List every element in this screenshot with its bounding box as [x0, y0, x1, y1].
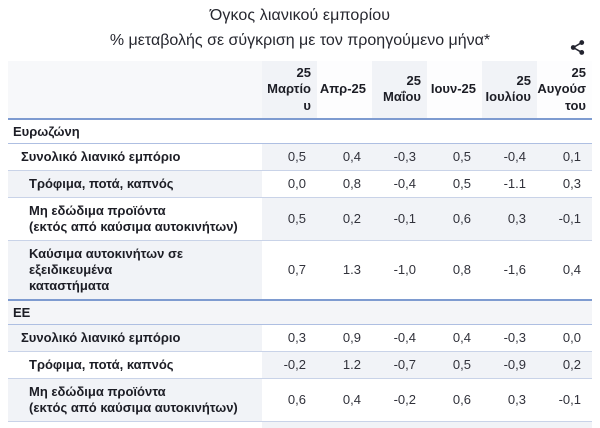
cell-value: 0,5	[262, 143, 317, 171]
retail-trade-table: 25 Μαρτίου Απρ-25 25 Μαΐου Ιουν-25 25 Ιο…	[8, 61, 592, 428]
cell-value: -1.1	[482, 170, 537, 198]
cell-value: 1.2	[317, 351, 372, 379]
cell-value: 0,4	[317, 143, 372, 171]
cell-value: -0,9	[372, 421, 427, 428]
share-button[interactable]	[567, 37, 587, 57]
row-label: Μη εδώδιμα προϊόντα (εκτός από καύσιμα α…	[8, 197, 262, 241]
table-header-row: 25 Μαρτίου Απρ-25 25 Μαΐου Ιουν-25 25 Ιο…	[8, 61, 592, 120]
cell-value: -1,6	[482, 240, 537, 300]
cell-value: 0,7	[262, 240, 317, 300]
cell-value: -0,4	[372, 170, 427, 198]
row-label: Καύσιμα αυτοκινήτων σε εξειδικευμένα κατ…	[8, 240, 262, 300]
cell-value: 0,4	[427, 324, 482, 352]
share-icon	[569, 39, 586, 56]
cell-value: 0,3	[537, 421, 592, 428]
cell-value: -0,2	[262, 351, 317, 379]
cell-value: 0,1	[537, 143, 592, 171]
cell-value: 0,3	[262, 324, 317, 352]
cell-value: -0,4	[482, 143, 537, 171]
column-header-may: 25 Μαΐου	[372, 61, 427, 120]
cell-value: 0,9	[317, 324, 372, 352]
table-row: Συνολικό λιανικό εμπόριο 0,5 0,4 -0,3 0,…	[8, 143, 592, 171]
cell-value: 0,5	[427, 143, 482, 171]
cell-value: 0,2	[317, 197, 372, 241]
column-header-june: Ιουν-25	[427, 61, 482, 120]
cell-value: -0,2	[372, 378, 427, 422]
cell-value: -0,1	[537, 197, 592, 241]
cell-value: -0,4	[372, 324, 427, 352]
cell-value: 0,0	[537, 324, 592, 352]
table-row: Καύσιμα αυτοκινήτων σε εξειδικευμένα κατ…	[8, 421, 592, 428]
cell-value: 0,3	[482, 378, 537, 422]
cell-value: -0,3	[372, 143, 427, 171]
section-label: ΕΕ	[8, 298, 592, 325]
section-row-eurozone: Ευρωζώνη	[8, 117, 592, 144]
cell-value: 0,3	[482, 197, 537, 241]
row-label: Μη εδώδιμα προϊόντα (εκτός από καύσιμα α…	[8, 378, 262, 422]
cell-value: -1,0	[372, 240, 427, 300]
column-header-empty	[8, 61, 262, 120]
column-header-august: 25 Αυγούστου	[537, 61, 592, 120]
section-row-eu: ΕΕ	[8, 298, 592, 325]
page-subtitle: % μεταβολής σε σύγκριση με τον προηγούμε…	[109, 32, 491, 49]
table-row: Καύσιμα αυτοκινήτων σε εξειδικευμένα κατ…	[8, 240, 592, 300]
table-row: Τρόφιμα, ποτά, καπνός -0,2 1.2 -0,7 0,5 …	[8, 351, 592, 379]
table-row: Μη εδώδιμα προϊόντα (εκτός από καύσιμα α…	[8, 197, 592, 241]
cell-value: 0,5	[262, 197, 317, 241]
cell-value: 0,4	[317, 378, 372, 422]
cell-value: -0,7	[372, 351, 427, 379]
cell-value: 1.3	[317, 240, 372, 300]
cell-value: 0,6	[427, 378, 482, 422]
column-header-july: 25 Ιουλίου	[482, 61, 537, 120]
cell-value: 0,6	[262, 378, 317, 422]
page-title: Όγκος λιανικού εμπορίου	[209, 7, 391, 24]
row-label: Τρόφιμα, ποτά, καπνός	[8, 170, 262, 198]
cell-value: -0,1	[537, 378, 592, 422]
cell-value: 0,8	[317, 170, 372, 198]
cell-value: 0,2	[537, 351, 592, 379]
row-label: Καύσιμα αυτοκινήτων σε εξειδικευμένα κατ…	[8, 421, 262, 428]
column-header-april: Απρ-25	[317, 61, 372, 120]
cell-value: 0,5	[427, 170, 482, 198]
row-label: Συνολικό λιανικό εμπόριο	[8, 324, 262, 352]
row-label: Τρόφιμα, ποτά, καπνός	[8, 351, 262, 379]
table-row: Συνολικό λιανικό εμπόριο 0,3 0,9 -0,4 0,…	[8, 324, 592, 352]
cell-value: -0,3	[482, 324, 537, 352]
column-header-march: 25 Μαρτίου	[262, 61, 317, 120]
cell-value: 0,3	[537, 170, 592, 198]
table-row: Μη εδώδιμα προϊόντα (εκτός από καύσιμα α…	[8, 378, 592, 422]
cell-value: -0,9	[482, 351, 537, 379]
cell-value: 0,6	[427, 197, 482, 241]
table-row: Τρόφιμα, ποτά, καπνός 0,0 0,8 -0,4 0,5 -…	[8, 170, 592, 198]
row-label: Συνολικό λιανικό εμπόριο	[8, 143, 262, 171]
cell-value: -0,1	[372, 197, 427, 241]
cell-value: 0,0	[262, 170, 317, 198]
cell-value: 0,8	[427, 421, 482, 428]
cell-value: 0,8	[427, 240, 482, 300]
cell-value: 1.3	[317, 421, 372, 428]
cell-value: 0,6	[262, 421, 317, 428]
cell-value: -1,4	[482, 421, 537, 428]
cell-value: 0,4	[537, 240, 592, 300]
cell-value: 0,5	[427, 351, 482, 379]
section-label: Ευρωζώνη	[8, 117, 592, 144]
